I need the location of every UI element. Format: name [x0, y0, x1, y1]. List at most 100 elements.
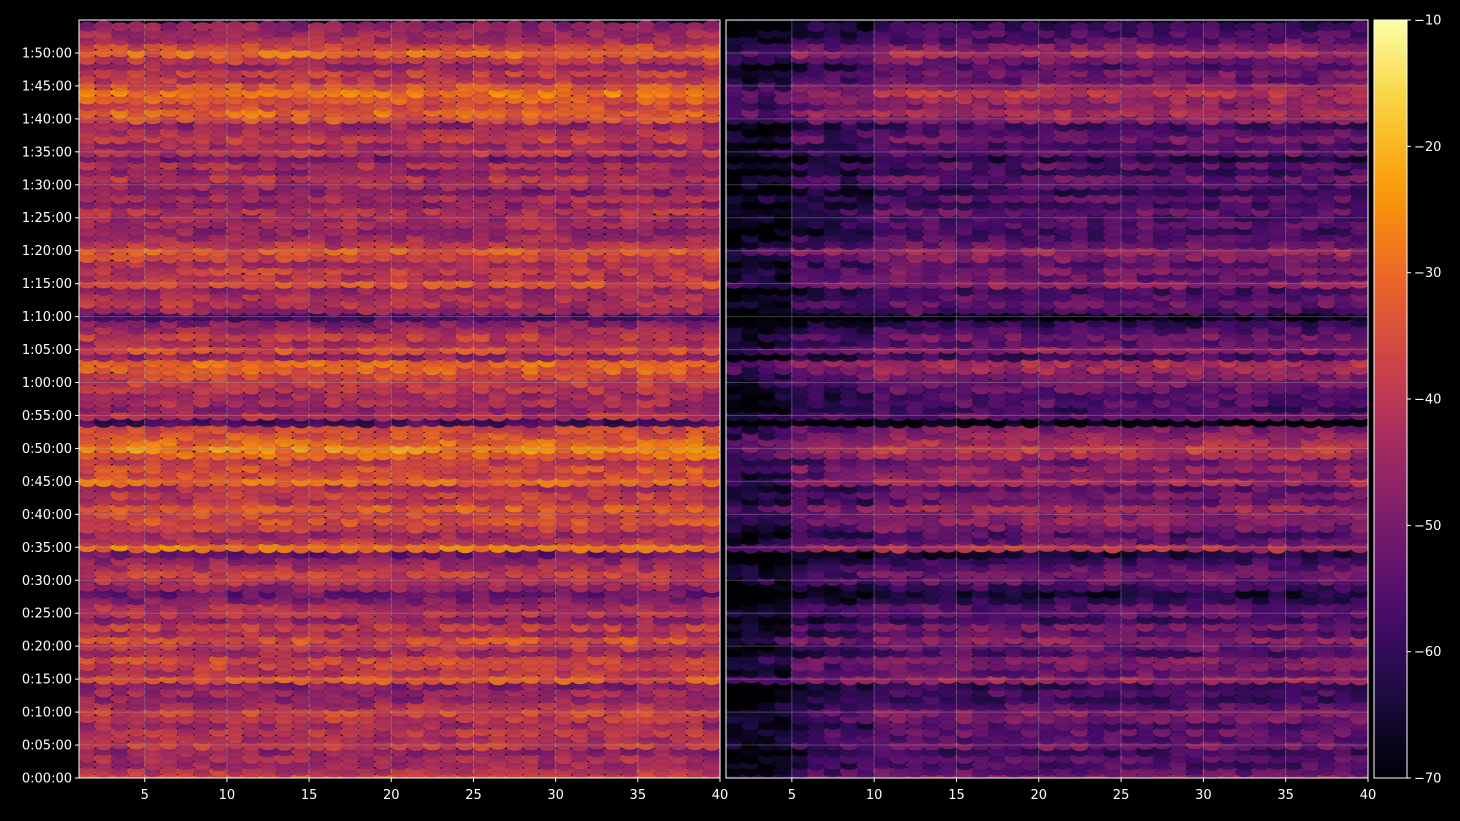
heatmap-cell [274, 674, 294, 684]
heatmap-cell [176, 21, 196, 33]
heatmap-cell [521, 707, 541, 717]
heatmap-cell [79, 641, 97, 651]
heatmap-cell [390, 20, 409, 33]
heatmap-cell [143, 595, 163, 605]
heatmap-cell [488, 753, 508, 763]
heatmap-cell [258, 674, 278, 684]
heatmap-cell [258, 562, 278, 572]
heatmap-cell [521, 595, 541, 605]
heatmap-cell [291, 693, 311, 705]
heatmap-cell [94, 747, 114, 756]
heatmap-cell [439, 759, 459, 770]
heatmap-cell [537, 608, 557, 618]
heatmap-cell [110, 707, 130, 717]
heatmap-cell [79, 714, 97, 723]
heatmap-cell [505, 608, 525, 618]
heatmap-cell [570, 21, 590, 32]
heatmap-cell [472, 706, 492, 718]
heatmap-cell [110, 694, 130, 704]
heatmap-cell [209, 621, 229, 632]
heatmap-cell [143, 22, 163, 31]
heatmap-cell [488, 740, 508, 750]
heatmap-cell [94, 687, 114, 698]
heatmap-cell [685, 721, 705, 730]
heatmap-cell [488, 21, 508, 32]
heatmap-cell [127, 647, 146, 658]
heatmap-cell [406, 693, 426, 705]
heatmap-cell [357, 21, 377, 32]
heatmap-cell [554, 740, 574, 750]
heatmap-cell [159, 575, 179, 585]
heatmap-cell [422, 20, 442, 33]
heatmap-cell [110, 766, 130, 777]
heatmap-cell [110, 740, 130, 750]
heatmap-cell [472, 575, 492, 586]
heatmap-cell [685, 22, 705, 32]
heatmap-cell [357, 707, 377, 717]
heatmap-cell [505, 575, 525, 586]
heatmap-cell [587, 601, 607, 612]
heatmap-cell [554, 542, 574, 552]
heatmap-cell [340, 654, 360, 665]
heatmap-cell [669, 739, 689, 751]
heatmap-cell [587, 20, 607, 33]
heatmap-cell [340, 628, 360, 638]
heatmap-cell [127, 562, 146, 572]
heatmap-cell [225, 601, 245, 613]
heatmap-cell [390, 759, 409, 771]
heatmap-cell [209, 734, 229, 743]
heatmap-cell [192, 641, 212, 651]
heatmap-cell [653, 641, 672, 651]
heatmap-cell [521, 753, 541, 764]
heatmap-cell [373, 739, 393, 751]
heatmap-cell [143, 556, 163, 565]
heatmap-cell [455, 720, 475, 730]
heatmap-cell [127, 740, 146, 750]
heatmap-cell [685, 674, 705, 684]
heatmap-cell [406, 556, 426, 565]
heatmap-cell [127, 733, 146, 744]
heatmap-cell [79, 766, 97, 777]
heatmap-cell [488, 647, 508, 658]
heatmap-cell [291, 746, 311, 757]
heatmap-cell [537, 569, 557, 579]
heatmap-cell [291, 661, 311, 671]
heatmap-cell [505, 602, 525, 611]
heatmap-cell [603, 22, 623, 31]
heatmap-cell [110, 22, 130, 31]
heatmap-cell [554, 686, 574, 698]
heatmap-cell [521, 608, 541, 618]
heatmap-cell [242, 21, 262, 32]
heatmap-cell [472, 680, 492, 691]
heatmap-cell [357, 668, 377, 677]
heatmap-cell [422, 608, 442, 619]
heatmap-cell [603, 680, 623, 692]
heatmap-cell [570, 687, 590, 698]
heatmap-cell [505, 720, 525, 731]
heatmap-cell [587, 575, 607, 585]
heatmap-cell [79, 760, 97, 769]
heatmap-cell [603, 674, 623, 684]
heatmap-cell [653, 687, 672, 698]
heatmap-cell [225, 734, 245, 743]
heatmap-cell [192, 647, 212, 658]
heatmap-cell [159, 647, 179, 658]
heatmap-cell [521, 674, 541, 684]
heatmap-cell [472, 582, 492, 592]
heatmap-cell [143, 582, 163, 592]
heatmap-cell [127, 746, 146, 758]
heatmap-cell [537, 687, 557, 697]
heatmap-cell [340, 739, 360, 751]
heatmap-cell [242, 714, 262, 724]
heatmap-cell [340, 648, 360, 658]
heatmap-cell [242, 679, 262, 692]
heatmap-cell [176, 700, 196, 711]
heatmap-cell [537, 734, 557, 743]
heatmap-cell [324, 20, 344, 33]
heatmap-cell [620, 747, 640, 757]
heatmap-cell [669, 568, 689, 579]
heatmap-cell [422, 668, 442, 677]
heatmap-cell [439, 753, 459, 763]
